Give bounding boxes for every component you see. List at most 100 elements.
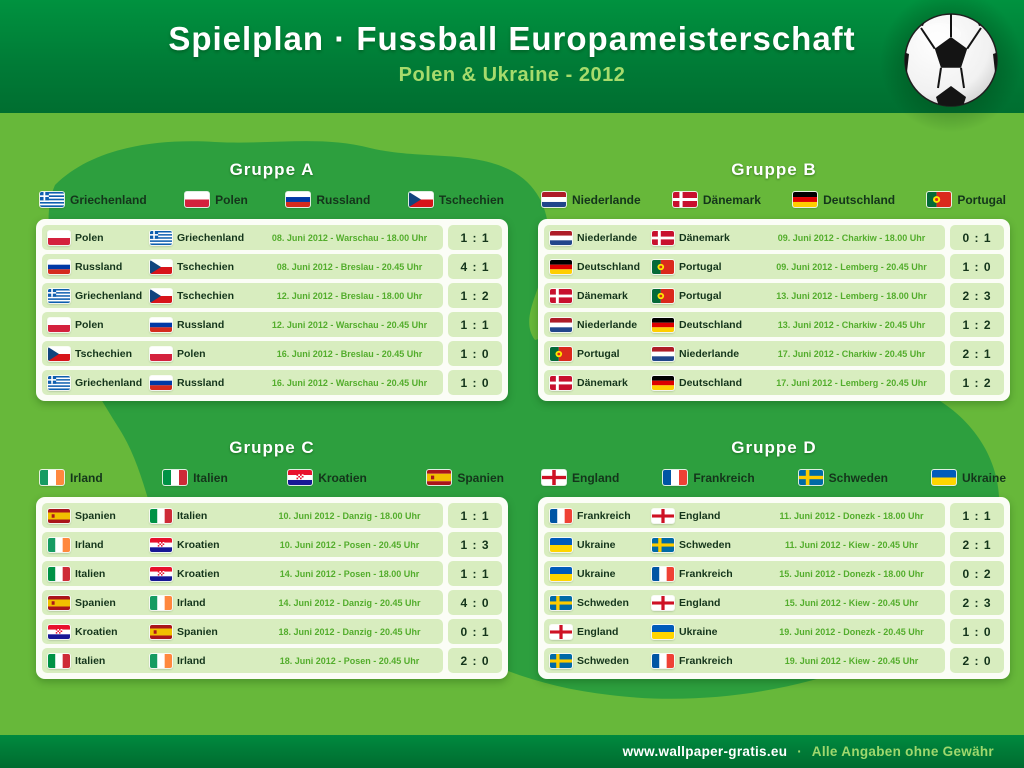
legend-team: Dänemark bbox=[672, 192, 761, 207]
legend-team-label: Irland bbox=[70, 470, 103, 485]
legend-team-label: Frankreich bbox=[693, 470, 755, 485]
match-main: Dänemark Portugal 13. Juni 2012 - Lember… bbox=[544, 283, 945, 308]
flag-pt-icon bbox=[550, 346, 572, 361]
match-main: Kroatien Spanien 18. Juni 2012 - Danzig … bbox=[42, 619, 443, 644]
soccer-ball bbox=[878, 0, 1024, 132]
footer-note: Alle Angaben ohne Gewähr bbox=[811, 744, 994, 759]
flag-hr-icon bbox=[150, 566, 172, 581]
match-main: Dänemark Deutschland 17. Juni 2012 - Lem… bbox=[544, 370, 945, 395]
match-row: Dänemark Portugal 13. Juni 2012 - Lember… bbox=[544, 283, 1004, 308]
match-info: 13. Juni 2012 - Charkiw - 20.45 Uhr bbox=[777, 319, 926, 330]
match-score: 1 : 1 bbox=[448, 225, 502, 250]
away-team-label: Deutschland bbox=[679, 376, 743, 389]
match-score: 0 : 1 bbox=[448, 619, 502, 644]
flag-de-icon bbox=[652, 317, 674, 332]
home-team-label: Italien bbox=[75, 654, 106, 667]
home-team: Griechenland bbox=[48, 288, 150, 303]
legend-team: Schweden bbox=[798, 470, 888, 485]
home-team: Schweden bbox=[550, 595, 652, 610]
match-score: 1 : 1 bbox=[448, 561, 502, 586]
match-score: 2 : 0 bbox=[950, 648, 1004, 673]
flag-es-icon bbox=[150, 624, 172, 639]
match-main: Ukraine Frankreich 15. Juni 2012 - Donez… bbox=[544, 561, 945, 586]
match-info: 15. Juni 2012 - Kiew - 20.45 Uhr bbox=[784, 597, 919, 608]
match-score: 2 : 1 bbox=[950, 532, 1004, 557]
home-team: Frankreich bbox=[550, 508, 652, 523]
match-score: 4 : 0 bbox=[448, 590, 502, 615]
match-row: England Ukraine 19. Juni 2012 - Donezk -… bbox=[544, 619, 1004, 644]
match-info: 18. Juni 2012 - Danzig - 20.45 Uhr bbox=[278, 626, 421, 637]
away-team: Kroatien bbox=[150, 537, 260, 552]
away-team-label: Tschechien bbox=[177, 260, 234, 273]
legend-team-label: Griechenland bbox=[70, 192, 147, 207]
flag-pl-icon bbox=[185, 192, 210, 207]
flag-fr-icon bbox=[652, 566, 674, 581]
flag-pl-icon bbox=[48, 317, 70, 332]
legend-team-label: Tschechien bbox=[438, 192, 504, 207]
away-team-label: Spanien bbox=[177, 625, 218, 638]
flag-ie-icon bbox=[150, 595, 172, 610]
flag-it-icon bbox=[150, 508, 172, 523]
match-score: 1 : 1 bbox=[950, 503, 1004, 528]
match-row: Niederlande Dänemark 09. Juni 2012 - Cha… bbox=[544, 225, 1004, 250]
away-team: Portugal bbox=[652, 288, 762, 303]
match-score: 1 : 0 bbox=[448, 341, 502, 366]
away-team-label: Kroatien bbox=[177, 538, 220, 551]
flag-nl-icon bbox=[550, 230, 572, 245]
match-row: Portugal Niederlande 17. Juni 2012 - Cha… bbox=[544, 341, 1004, 366]
match-info: 12. Juni 2012 - Breslau - 18.00 Uhr bbox=[276, 290, 423, 301]
away-team: Spanien bbox=[150, 624, 260, 639]
match-row: Russland Tschechien 08. Juni 2012 - Bres… bbox=[42, 254, 502, 279]
match-row: Spanien Italien 10. Juni 2012 - Danzig -… bbox=[42, 503, 502, 528]
match-main: Polen Griechenland 08. Juni 2012 - Warsc… bbox=[42, 225, 443, 250]
match-info: 11. Juni 2012 - Kiew - 20.45 Uhr bbox=[784, 539, 919, 550]
legend-team: Frankreich bbox=[663, 470, 755, 485]
away-team: Deutschland bbox=[652, 317, 762, 332]
away-team-label: Russland bbox=[177, 318, 225, 331]
flag-dk-icon bbox=[550, 288, 572, 303]
legend-team: Portugal bbox=[927, 192, 1006, 207]
group-schedule-panel: Niederlande Dänemark 09. Juni 2012 - Cha… bbox=[538, 219, 1010, 401]
legend-team: Italien bbox=[163, 470, 228, 485]
match-info: 12. Juni 2012 - Warschau - 20.45 Uhr bbox=[271, 319, 428, 330]
home-team: Schweden bbox=[550, 653, 652, 668]
away-team-label: Russland bbox=[177, 376, 225, 389]
flag-pt-icon bbox=[927, 192, 952, 207]
away-team-label: England bbox=[679, 509, 721, 522]
group-title: Gruppe C bbox=[229, 438, 315, 457]
home-team: Spanien bbox=[48, 508, 150, 523]
legend-team-label: Spanien bbox=[457, 470, 504, 485]
home-team-label: Ukraine bbox=[577, 538, 616, 551]
away-team: Tschechien bbox=[150, 288, 260, 303]
legend-team: Griechenland bbox=[40, 192, 147, 207]
group-b: Gruppe B Niederlande Dänemark Deutschlan… bbox=[538, 160, 1010, 401]
home-team-label: Griechenland bbox=[75, 376, 143, 389]
away-team: Schweden bbox=[652, 537, 762, 552]
away-team: Ukraine bbox=[652, 624, 762, 639]
home-team-label: Polen bbox=[75, 318, 104, 331]
match-main: Irland Kroatien 10. Juni 2012 - Posen - … bbox=[42, 532, 443, 557]
flag-dk-icon bbox=[672, 192, 697, 207]
away-team-label: Deutschland bbox=[679, 318, 743, 331]
flag-hr-icon bbox=[48, 624, 70, 639]
match-row: Schweden England 15. Juni 2012 - Kiew - … bbox=[544, 590, 1004, 615]
match-score: 2 : 3 bbox=[950, 590, 1004, 615]
flag-ua-icon bbox=[550, 537, 572, 552]
legend-team-label: England bbox=[572, 470, 620, 485]
home-team: Russland bbox=[48, 259, 150, 274]
match-score: 2 : 0 bbox=[448, 648, 502, 673]
flag-ru-icon bbox=[150, 375, 172, 390]
flag-gr-icon bbox=[40, 192, 64, 207]
away-team: England bbox=[652, 595, 762, 610]
home-team: Spanien bbox=[48, 595, 150, 610]
legend-team-label: Russland bbox=[316, 192, 371, 207]
match-row: Irland Kroatien 10. Juni 2012 - Posen - … bbox=[42, 532, 502, 557]
match-row: Niederlande Deutschland 13. Juni 2012 - … bbox=[544, 312, 1004, 337]
flag-it-icon bbox=[48, 653, 70, 668]
group-schedule-panel: Frankreich England 11. Juni 2012 - Donez… bbox=[538, 497, 1010, 679]
legend-team-label: Portugal bbox=[957, 192, 1006, 207]
match-main: Ukraine Schweden 11. Juni 2012 - Kiew - … bbox=[544, 532, 945, 557]
flag-gr-icon bbox=[48, 375, 70, 390]
match-score: 1 : 2 bbox=[950, 312, 1004, 337]
away-team: Portugal bbox=[652, 259, 762, 274]
